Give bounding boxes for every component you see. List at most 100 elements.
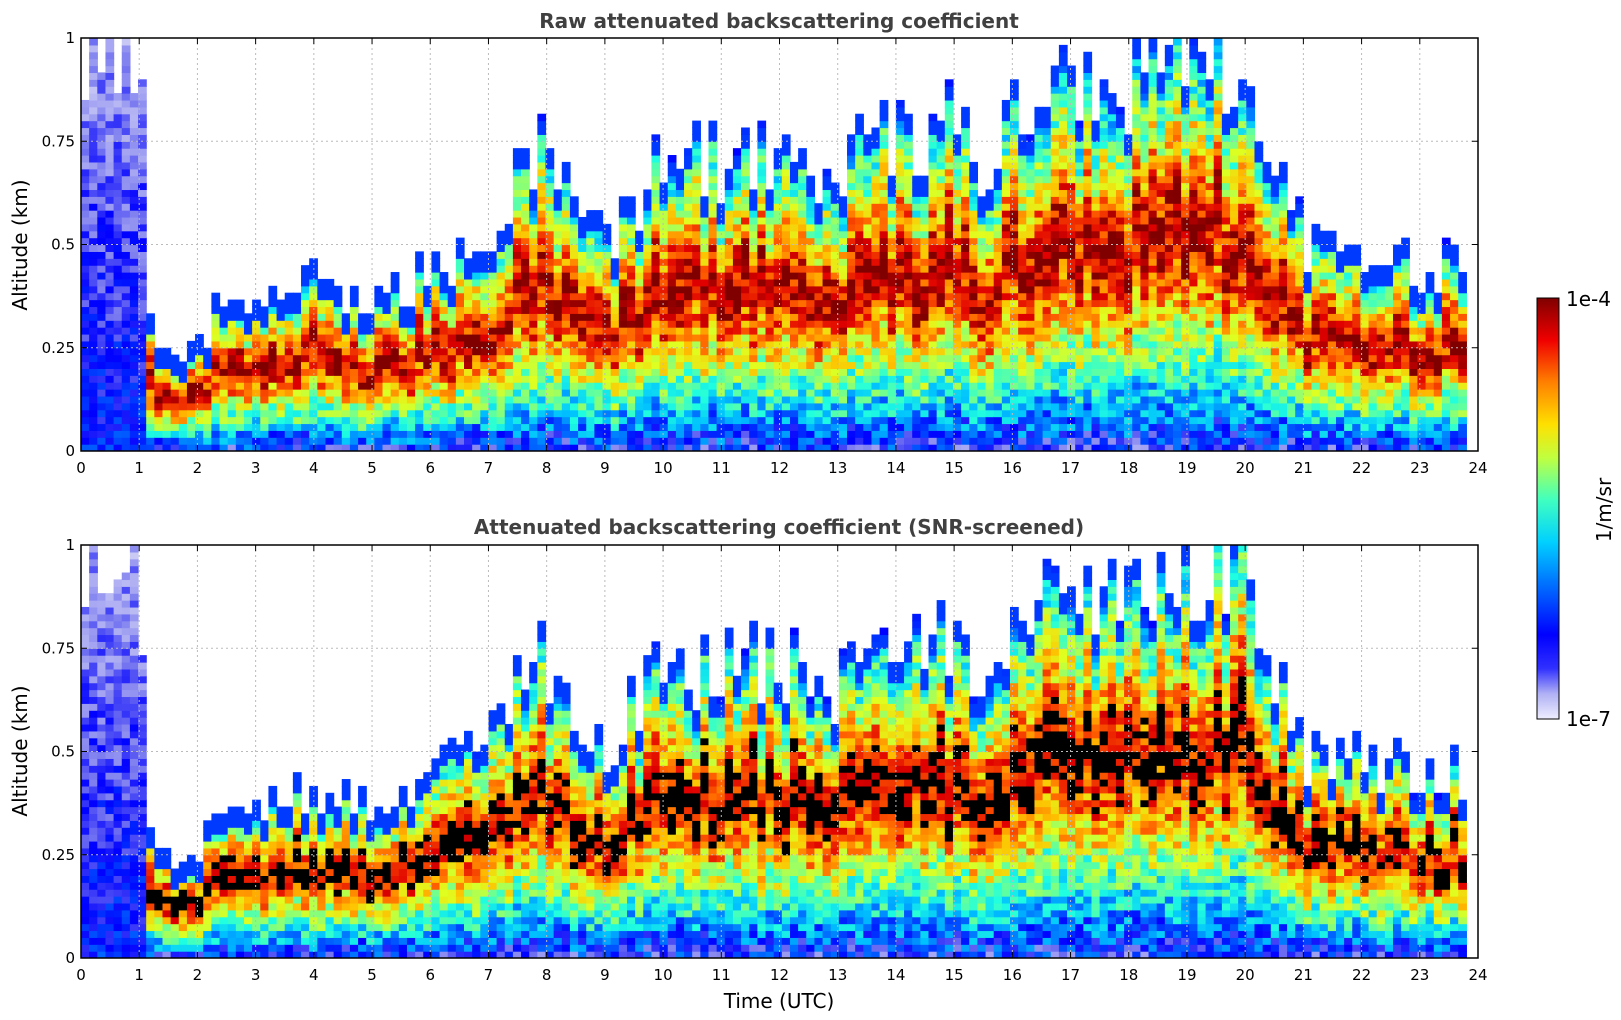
- heat-cell: [732, 327, 742, 335]
- heat-cell: [1067, 327, 1076, 335]
- heat-cell: [89, 237, 98, 246]
- heat-cell: [1083, 251, 1093, 259]
- heat-cell: [626, 196, 636, 204]
- heat-cell: [618, 216, 628, 225]
- heat-cell: [415, 382, 424, 390]
- heat-cell: [317, 333, 327, 342]
- heat-cell: [113, 292, 123, 301]
- heat-cell: [1124, 251, 1133, 259]
- heat-cell: [1042, 168, 1052, 177]
- heat-cell: [936, 168, 946, 177]
- heat-cell: [928, 382, 938, 390]
- heat-cell: [1010, 437, 1019, 445]
- heat-cell: [659, 437, 669, 445]
- heat-cell: [1026, 148, 1036, 156]
- heat-cell: [325, 320, 335, 328]
- heat-cell: [578, 368, 587, 376]
- heat-cell: [121, 320, 131, 328]
- heat-cell: [1083, 313, 1093, 321]
- heat-cell: [855, 423, 864, 431]
- heat-cell: [561, 251, 571, 259]
- heat-cell: [961, 395, 970, 404]
- heat-cell: [390, 313, 400, 321]
- heat-cell: [887, 354, 897, 363]
- heat-cell: [529, 210, 538, 218]
- heat-cell: [129, 368, 139, 376]
- heat-cell: [961, 347, 970, 356]
- heat-cell: [732, 389, 742, 397]
- heat-cell: [512, 395, 522, 404]
- heat-cell: [928, 237, 938, 246]
- heat-cell: [260, 423, 270, 431]
- heat-cell: [472, 299, 481, 308]
- heat-cell: [521, 347, 530, 356]
- heat-cell: [1083, 106, 1093, 115]
- heat-cell: [252, 340, 261, 349]
- heat-cell: [659, 368, 669, 376]
- heat-cell: [545, 223, 555, 232]
- heat-cell: [1067, 127, 1076, 135]
- heat-cell: [773, 368, 783, 376]
- heat-cell: [1107, 134, 1117, 142]
- heat-cell: [757, 395, 767, 404]
- heat-cell: [798, 389, 807, 397]
- heat-cell: [537, 155, 547, 163]
- heat-cell: [431, 306, 441, 314]
- heat-cell: [170, 361, 180, 369]
- heat-cell: [969, 223, 979, 232]
- heat-cell: [243, 409, 253, 418]
- heat-cell: [830, 210, 840, 218]
- heat-cell: [806, 382, 816, 390]
- heat-cell: [961, 127, 970, 135]
- heat-cell: [675, 210, 685, 218]
- heat-cell: [398, 361, 408, 369]
- heat-cell: [561, 409, 571, 418]
- heat-cell: [113, 134, 123, 142]
- heat-cell: [113, 437, 123, 445]
- heat-cell: [406, 416, 416, 425]
- heat-cell: [1010, 134, 1019, 142]
- heat-cell: [1001, 223, 1011, 232]
- heat-cell: [1018, 327, 1027, 335]
- heat-cell: [97, 223, 107, 232]
- heat-cell: [798, 265, 807, 273]
- heat-cell: [1099, 196, 1109, 204]
- heat-cell: [113, 230, 123, 239]
- heat-cell: [830, 189, 840, 197]
- heat-cell: [887, 416, 897, 425]
- heat-cell: [480, 285, 490, 294]
- heat-cell: [1010, 93, 1019, 101]
- heat-cell: [1148, 327, 1158, 335]
- heat-cell: [81, 210, 90, 218]
- heat-cell: [1010, 389, 1019, 397]
- heat-cell: [618, 230, 628, 239]
- heat-cell: [814, 389, 824, 397]
- heat-cell: [1140, 210, 1150, 218]
- heat-cell: [618, 382, 628, 390]
- heat-cell: [178, 368, 188, 376]
- heat-cell: [561, 320, 571, 328]
- heat-cell: [521, 237, 530, 246]
- heat-cell: [855, 347, 864, 356]
- heat-cell: [1067, 333, 1076, 342]
- heat-cell: [415, 423, 424, 431]
- heat-cell: [838, 285, 848, 294]
- heat-cell: [252, 361, 261, 369]
- heat-cell: [773, 423, 783, 431]
- heat-cell: [1115, 196, 1125, 204]
- heat-cell: [195, 423, 204, 431]
- heat-cell: [773, 299, 783, 308]
- heat-cell: [961, 368, 970, 376]
- heat-cell: [1107, 306, 1117, 314]
- heat-cell: [684, 168, 693, 177]
- heat-cell: [317, 375, 327, 383]
- heat-cell: [317, 382, 327, 390]
- heat-cell: [121, 99, 131, 108]
- heat-cell: [284, 354, 294, 363]
- heat-cell: [1067, 168, 1076, 177]
- heat-cell: [675, 223, 685, 232]
- heat-cell: [1091, 230, 1101, 239]
- heat-cell: [1091, 306, 1101, 314]
- heat-cell: [1026, 437, 1036, 445]
- heat-cell: [863, 299, 873, 308]
